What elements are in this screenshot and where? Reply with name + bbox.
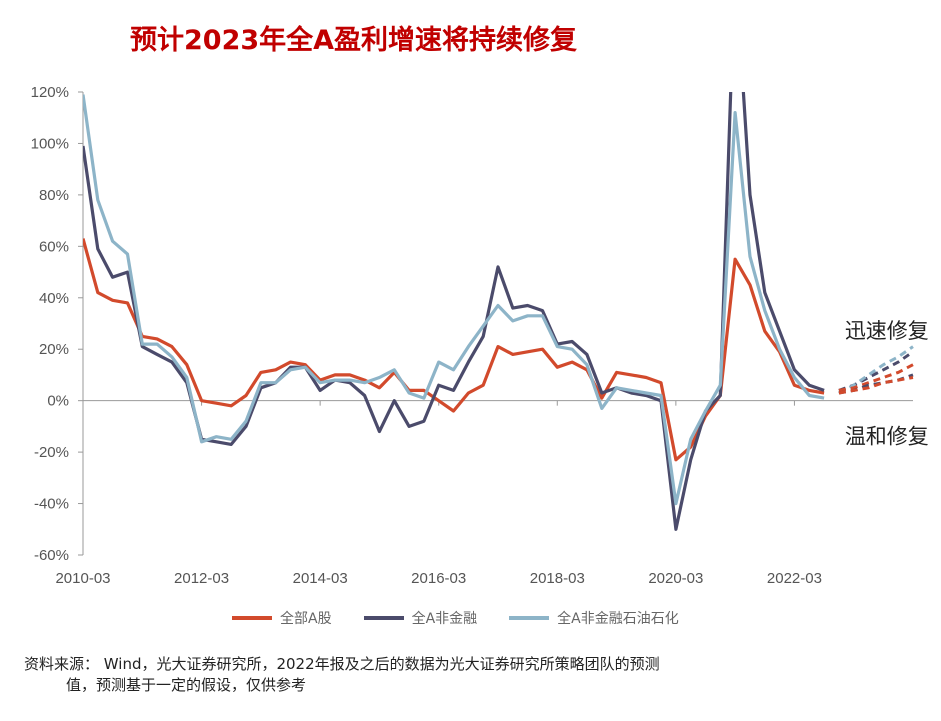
y-tick-label: 0% [47, 393, 69, 410]
legend-item-non-financial: 全A非金融 [363, 608, 478, 628]
forecast-line-5 [838, 363, 914, 392]
source-note: 资料来源： Wind，光大证券研究所，2022年报及之后的数据为光大证券研究所策… [24, 654, 824, 696]
chart-title: 预计2023年全A盈利增速将持续修复 [130, 25, 578, 56]
legend-label-ex-petro: 全A非金融石油石化 [557, 611, 679, 627]
legend-item-ex-petro: 全A非金融石油石化 [509, 608, 679, 628]
source-line-2: 值，预测基于一定的假设，仅供参考 [66, 676, 307, 694]
source-line-1: 资料来源： Wind，光大证券研究所，2022年报及之后的数据为光大证券研究所策… [24, 655, 660, 673]
y-tick-label: -20% [34, 444, 69, 461]
forecast-line-4 [838, 345, 914, 395]
series-line-1 [83, 92, 825, 531]
forecast-line-7 [838, 376, 914, 395]
series-line-0 [83, 238, 825, 462]
x-tick-label: 2010-03 [55, 570, 110, 587]
y-tick-label: 80% [39, 187, 69, 204]
legend-swatch-all-a [232, 616, 272, 620]
y-tick-label: 60% [39, 238, 69, 255]
legend-label-all-a: 全部A股 [280, 611, 332, 627]
y-tick-label: 20% [39, 341, 69, 358]
series-line-2 [83, 94, 825, 506]
line-chart: -60% -40% -20% 0% 20% 40% 60% 80% 100% 120% 2010-0… [31, 84, 929, 587]
annotation-1: 温和修复 [845, 425, 929, 449]
y-tick-label: 100% [31, 135, 69, 152]
y-tick-label: -40% [34, 496, 69, 513]
legend: 全部A股 全A非金融 全A非金融石油石化 [232, 606, 711, 630]
legend-item-all-a: 全部A股 [232, 608, 332, 628]
x-tick-label: 2014-03 [293, 570, 348, 587]
x-tick-label: 2020-03 [648, 570, 703, 587]
x-tick-label: 2022-03 [767, 570, 822, 587]
legend-label-non-financial: 全A非金融 [411, 611, 478, 627]
y-tick-label: -60% [34, 547, 69, 564]
y-tick-label: 40% [39, 290, 69, 307]
legend-swatch-non-financial [363, 616, 404, 620]
y-tick-label: 120% [31, 84, 69, 101]
x-tick-label: 2016-03 [411, 570, 466, 587]
legend-swatch-ex-petro [509, 616, 550, 620]
x-tick-label: 2018-03 [530, 570, 585, 587]
annotation-0: 迅速修复 [845, 319, 929, 343]
x-tick-label: 2012-03 [174, 570, 229, 587]
